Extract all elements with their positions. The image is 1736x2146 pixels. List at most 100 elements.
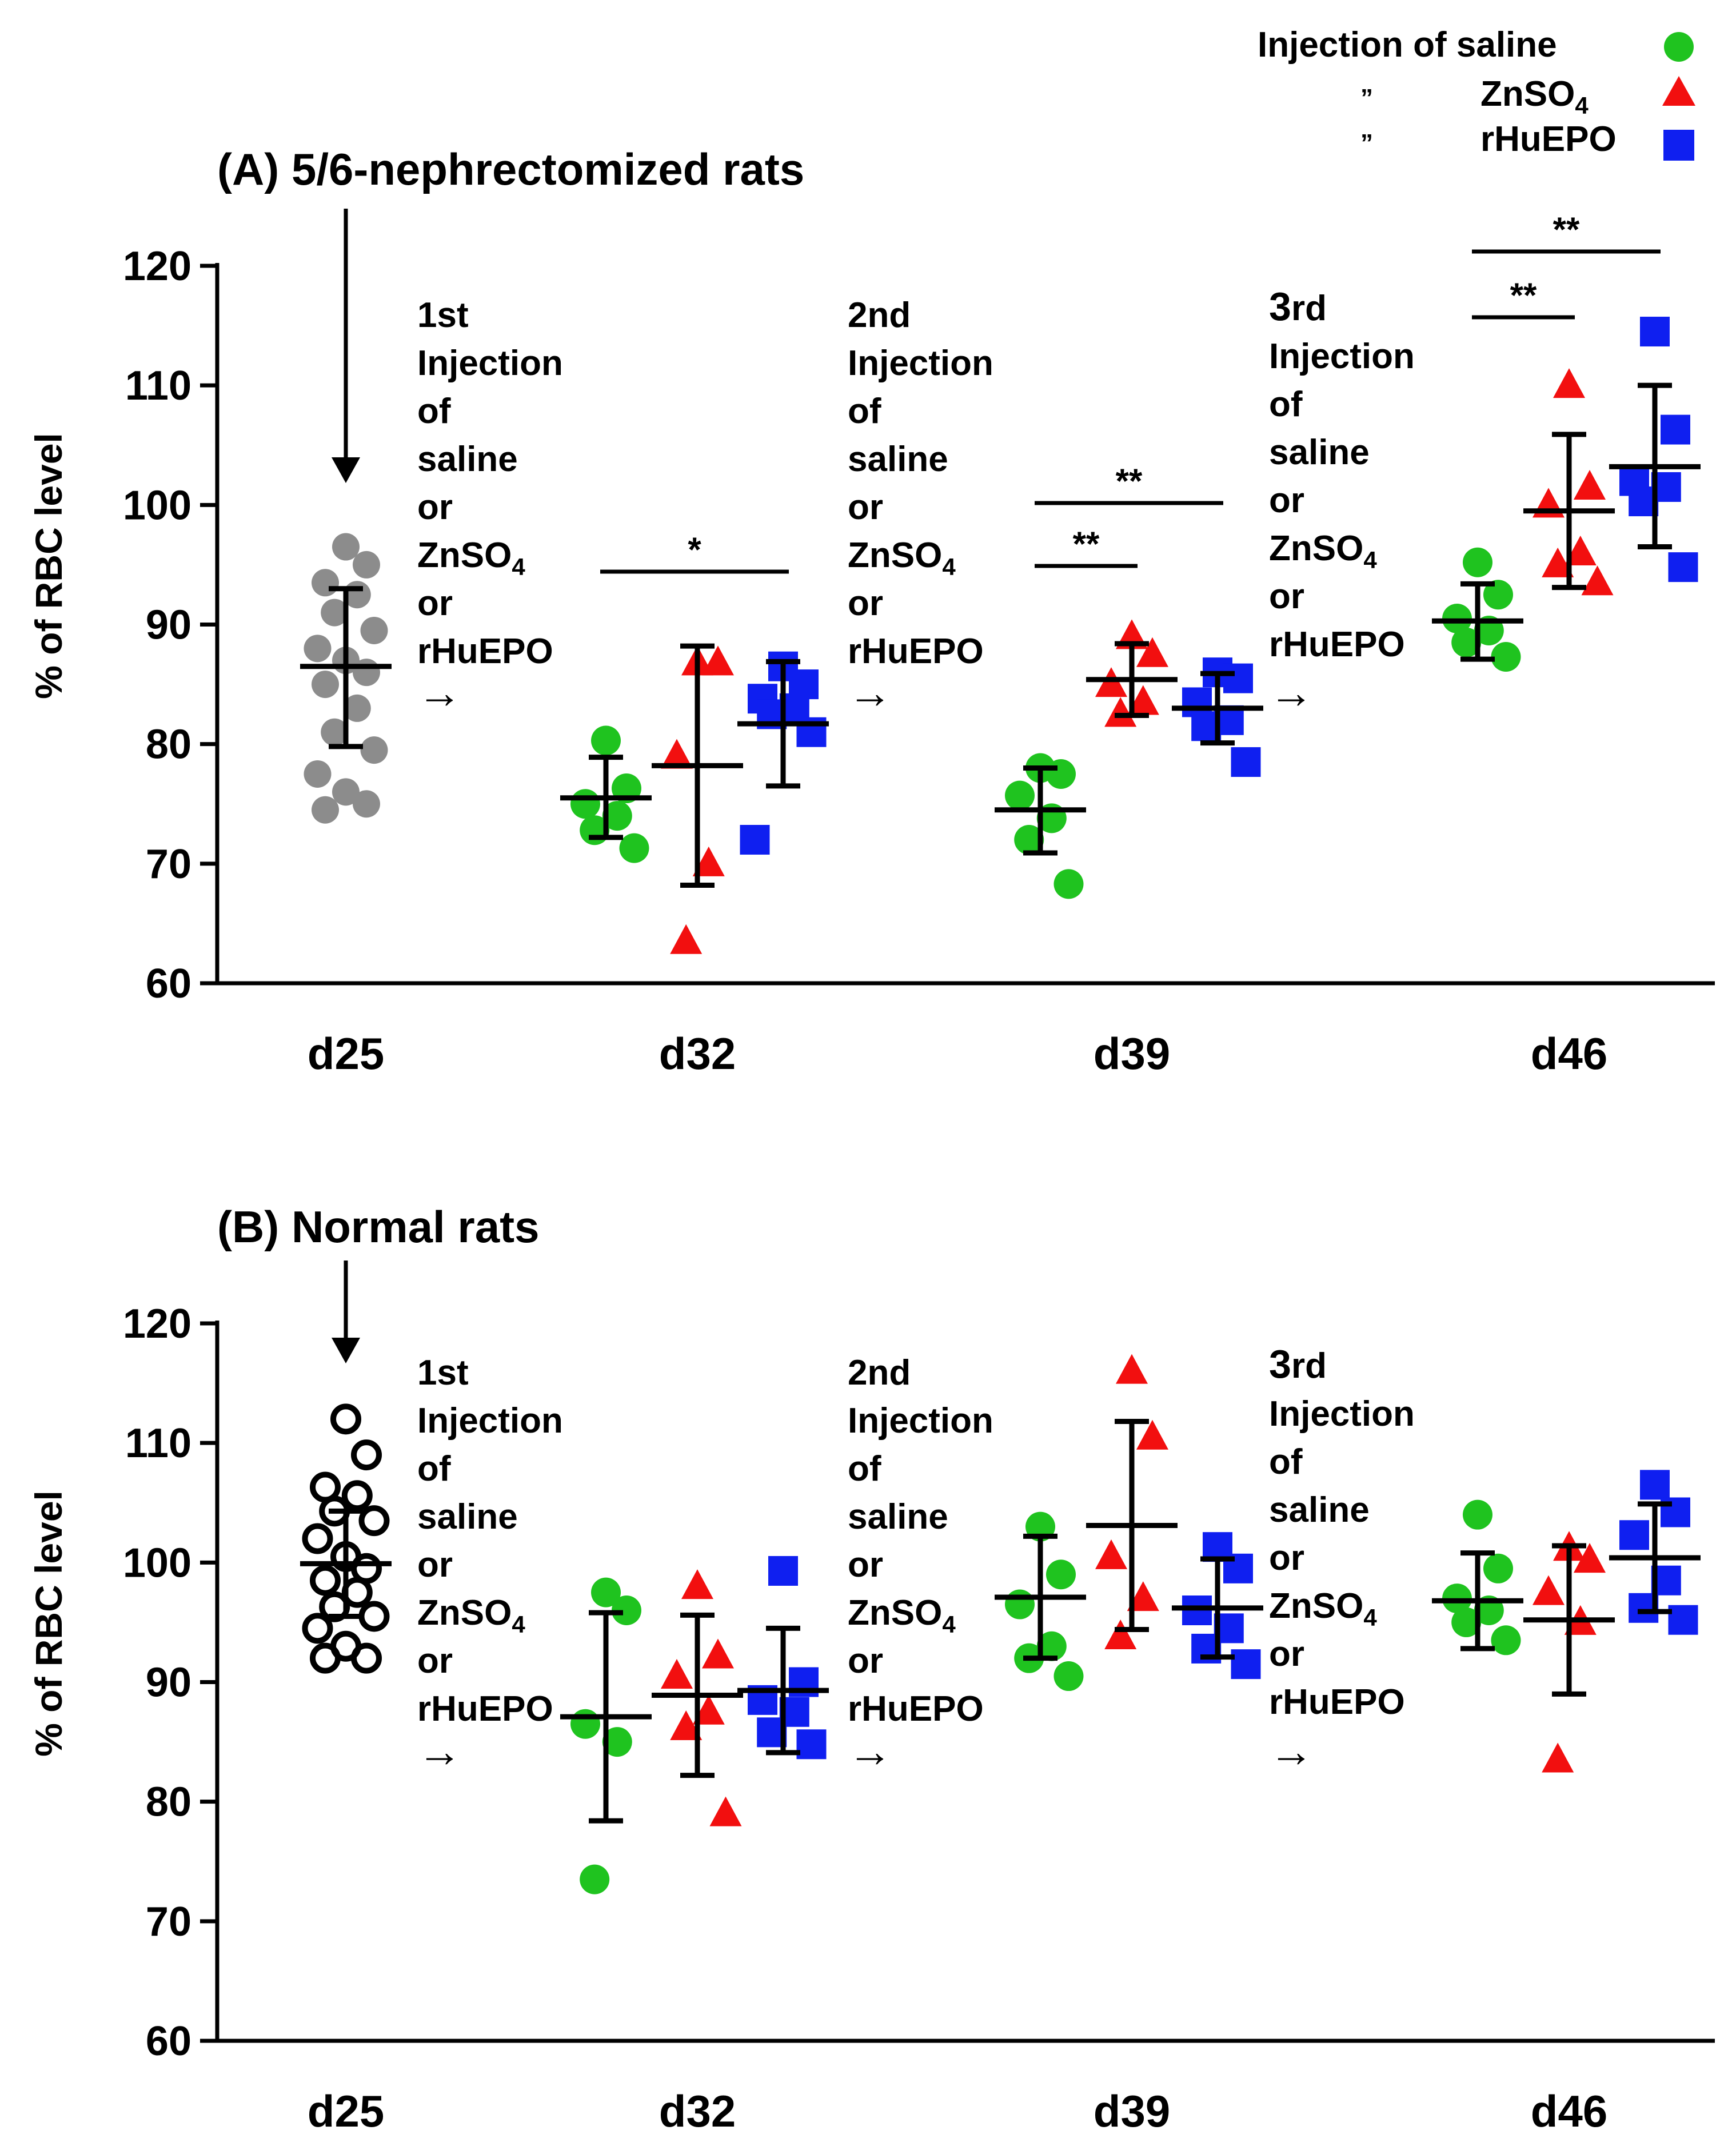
znso4-point bbox=[1553, 368, 1585, 398]
y-tick-label: 110 bbox=[125, 363, 191, 409]
y-tick-label: 120 bbox=[123, 1301, 191, 1347]
panel-b-ylabel: % of RBC level bbox=[27, 1490, 70, 1757]
annotation-line: saline bbox=[848, 1497, 948, 1537]
y-tick-label: 90 bbox=[146, 1660, 191, 1706]
x-tick-label: d25 bbox=[308, 1028, 384, 1079]
baseline-point bbox=[321, 599, 349, 627]
rhuepo-point bbox=[1223, 663, 1253, 693]
legend-ditto-2: ” bbox=[1360, 129, 1373, 157]
baseline-point bbox=[310, 1565, 341, 1596]
annotation-line: or bbox=[1269, 481, 1304, 520]
annotation-arrow: → bbox=[417, 667, 462, 717]
annotation-line: Injection bbox=[1269, 337, 1415, 376]
baseline-arrow-head bbox=[332, 457, 360, 483]
baseline-point bbox=[358, 1505, 390, 1537]
baseline-point bbox=[343, 694, 371, 722]
annotation-line: or bbox=[848, 1545, 883, 1585]
baseline-point bbox=[351, 1439, 382, 1471]
x-tick-label: d46 bbox=[1531, 2086, 1607, 2136]
baseline-point bbox=[353, 659, 380, 687]
znso4-point bbox=[692, 846, 725, 876]
rhuepo-point bbox=[1668, 1605, 1698, 1635]
annotation-line: ZnSO4 bbox=[1269, 1586, 1377, 1631]
y-tick-label: 100 bbox=[123, 1540, 191, 1586]
znso4-point bbox=[670, 1710, 703, 1740]
znso4-point bbox=[1136, 637, 1168, 667]
znso4-point bbox=[1542, 547, 1574, 577]
rhuepo-point bbox=[1668, 552, 1698, 583]
znso4-point bbox=[1542, 1742, 1574, 1773]
saline-point bbox=[1005, 780, 1035, 811]
annotation-arrow: → bbox=[1269, 667, 1314, 717]
annotation-ordinal: 1st bbox=[417, 1353, 469, 1393]
baseline-point bbox=[332, 533, 360, 561]
saline-point bbox=[602, 801, 632, 831]
annotation-line: saline bbox=[1269, 1490, 1370, 1530]
baseline-point bbox=[360, 736, 388, 764]
panel-a-title: (A) 5/6-nephrectomized rats bbox=[217, 144, 804, 194]
annotation-line: Injection bbox=[1269, 1394, 1415, 1434]
legend-saline-marker bbox=[1664, 32, 1694, 62]
saline-point bbox=[1451, 1607, 1482, 1637]
annotation-line: saline bbox=[1269, 433, 1370, 472]
annotation-ordinal: 2nd bbox=[848, 296, 911, 335]
annotation-line: or bbox=[1269, 1634, 1304, 1674]
znso4-point bbox=[692, 1694, 725, 1725]
znso4-point bbox=[1574, 1543, 1606, 1573]
znso4-point bbox=[1104, 697, 1137, 727]
saline-point bbox=[570, 1709, 600, 1739]
znso4-point bbox=[670, 924, 703, 954]
legend-title: Injection of saline bbox=[1258, 25, 1557, 65]
y-tick-label: 80 bbox=[146, 722, 191, 768]
saline-point bbox=[1053, 869, 1084, 899]
annotation-line: or bbox=[848, 488, 883, 527]
saline-point bbox=[602, 1727, 632, 1757]
znso4-point bbox=[1564, 536, 1597, 565]
znso4-point bbox=[1127, 685, 1159, 715]
annotation-ordinal: 2nd bbox=[848, 1353, 911, 1393]
panel-b-plot: 60 70 80 90 100 110 120 d25 d32 d39 d46 bbox=[123, 1261, 1715, 2136]
legend-znso4-marker bbox=[1662, 76, 1695, 106]
panel-a-ylabel: % of RBC level bbox=[27, 433, 70, 699]
saline-point bbox=[1483, 1553, 1513, 1583]
y-tick-label: 60 bbox=[146, 961, 191, 1007]
znso4-point bbox=[702, 1638, 734, 1669]
annotation-arrow: → bbox=[1269, 1726, 1314, 1776]
rhuepo-point bbox=[1661, 414, 1690, 445]
annotation-line: rHuEPO bbox=[1269, 625, 1405, 664]
y-tick-label: 120 bbox=[123, 244, 191, 289]
annotation-arrow: → bbox=[848, 1726, 892, 1776]
annotation-ordinal: 1st bbox=[417, 296, 469, 335]
x-tick-label: d46 bbox=[1531, 1028, 1607, 1079]
baseline-point bbox=[321, 718, 349, 746]
annotation-line: or bbox=[1269, 1538, 1304, 1578]
saline-point bbox=[1005, 1589, 1035, 1620]
baseline-arrow-head bbox=[332, 1338, 360, 1363]
baseline-point bbox=[353, 551, 380, 579]
annotation-line: rHuEPO bbox=[417, 632, 553, 671]
baseline-point bbox=[304, 635, 332, 663]
significance-label: ** bbox=[1116, 462, 1143, 500]
annotation-line: or bbox=[1269, 577, 1304, 616]
znso4-point bbox=[1095, 1539, 1127, 1569]
legend-rhuepo-label: rHuEPO bbox=[1480, 119, 1617, 159]
x-tick-label: d32 bbox=[659, 1028, 736, 1079]
annotation-line: of bbox=[417, 392, 451, 431]
znso4-point bbox=[1104, 1620, 1137, 1650]
legend-znso4-label: ZnSO4 bbox=[1480, 74, 1589, 119]
saline-point bbox=[1491, 641, 1521, 672]
annotation-line: saline bbox=[417, 440, 518, 479]
panel-b-annotation-2: 2nd Injection of saline or ZnSO4 or rHuE… bbox=[848, 1353, 993, 1776]
annotation-arrow: → bbox=[417, 1726, 462, 1776]
annotation-line: Injection bbox=[848, 344, 993, 383]
y-tick-label: 80 bbox=[146, 1780, 191, 1825]
annotation-arrow: → bbox=[848, 667, 892, 717]
panel-a-annotation-2: 2nd Injection of saline or ZnSO4 or rHuE… bbox=[848, 296, 993, 717]
znso4-point bbox=[1116, 1354, 1148, 1384]
baseline-point bbox=[312, 671, 339, 699]
annotation-line: or bbox=[417, 584, 453, 623]
saline-point bbox=[1463, 547, 1492, 577]
annotation-line: of bbox=[848, 1449, 881, 1489]
saline-point bbox=[1053, 1661, 1084, 1692]
